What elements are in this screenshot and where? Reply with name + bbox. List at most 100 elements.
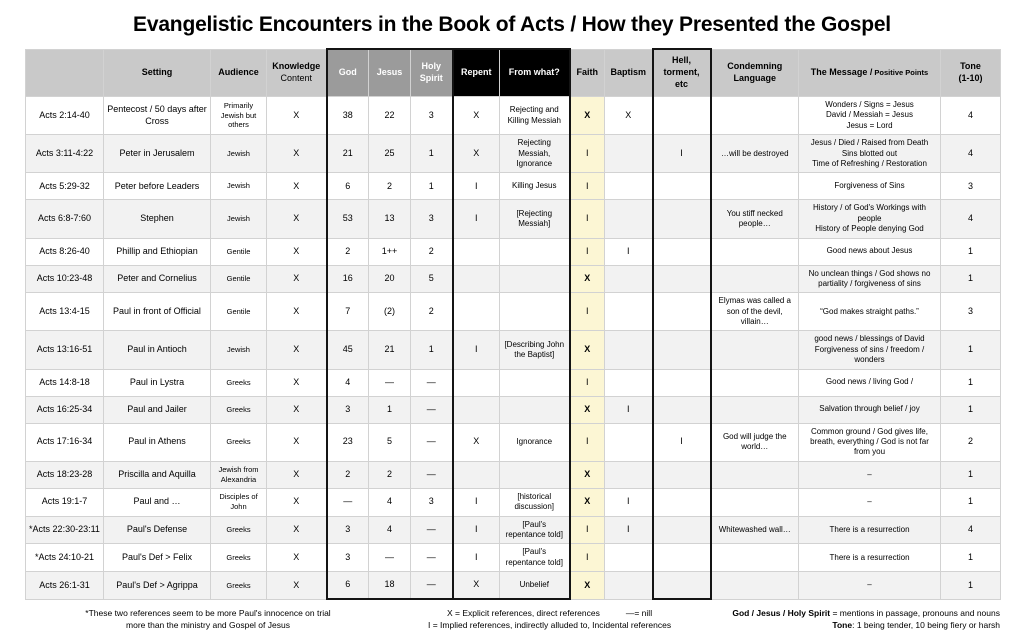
cell-jesus: 18 bbox=[368, 571, 411, 601]
cell-ref: Acts 26:1-31 bbox=[25, 571, 104, 600]
cell-audience: Jewish from Alexandria bbox=[210, 460, 267, 489]
cell-setting: Peter in Jerusalem bbox=[103, 134, 211, 174]
cell-message: “God makes straight paths.” bbox=[798, 292, 941, 332]
footnote-counts-line1: God / Jesus / Holy Spirit = mentions in … bbox=[732, 608, 1000, 619]
table-row: Acts 3:11-4:22 Peter in Jerusalem Jewish X 2… bbox=[25, 134, 1001, 174]
cell-knowledge: X bbox=[266, 543, 327, 573]
cell-from_what: Ignorance bbox=[499, 422, 571, 462]
cell-hell bbox=[651, 368, 712, 397]
cell-hell bbox=[651, 330, 712, 370]
cell-from_what: Unbelief bbox=[499, 571, 571, 601]
cell-setting: Paul in Lystra bbox=[103, 368, 211, 397]
cell-ref: Acts 10:23-48 bbox=[25, 264, 104, 294]
cell-setting: Paul in Antioch bbox=[103, 330, 211, 370]
cell-hell: I bbox=[651, 422, 712, 462]
cell-audience: Disciples of John bbox=[210, 487, 267, 517]
cell-god: 16 bbox=[325, 264, 369, 294]
cell-baptism bbox=[604, 543, 653, 573]
cell-holy_spirit: 2 bbox=[410, 292, 454, 332]
cell-setting: Stephen bbox=[103, 199, 211, 239]
cell-ref: Acts 5:29-32 bbox=[25, 172, 104, 201]
cell-setting: Pentecost / 50 days after Cross bbox=[103, 95, 211, 136]
cell-god: 4 bbox=[325, 368, 369, 397]
cell-audience: Gentile bbox=[210, 237, 267, 266]
table-row: Acts 5:29-32 Peter before Leaders Jewish X 6… bbox=[25, 172, 1001, 201]
table-row: Acts 6:8-7:60 Stephen Jewish X 53 13 3 I [Reject… bbox=[25, 199, 1001, 239]
header-message: The Message / Positive Points bbox=[798, 48, 941, 97]
cell-hell bbox=[651, 571, 712, 601]
cell-jesus: 1 bbox=[368, 395, 411, 424]
cell-faith: I bbox=[569, 199, 605, 239]
cell-audience: Greeks bbox=[210, 543, 267, 573]
cell-message: Jesus / Died / Raised from Death Sins blo… bbox=[798, 134, 941, 174]
cell-from_what bbox=[499, 237, 571, 266]
cell-baptism bbox=[604, 172, 653, 201]
cell-message: No unclean things / God shows no partial… bbox=[798, 264, 941, 294]
cell-god: 7 bbox=[325, 292, 369, 332]
cell-holy_spirit: — bbox=[410, 571, 454, 601]
cell-jesus: 1++ bbox=[368, 237, 411, 266]
header-row: Setting Audience Knowledge Content God Je… bbox=[25, 48, 1001, 97]
cell-hell bbox=[651, 515, 712, 545]
cell-setting: Paul and … bbox=[103, 487, 211, 517]
cell-hell bbox=[651, 460, 712, 489]
cell-knowledge: X bbox=[266, 395, 327, 424]
cell-faith: X bbox=[569, 330, 605, 370]
header-tone: Tone (1-10) bbox=[940, 48, 1001, 97]
cell-god: — bbox=[325, 487, 369, 517]
cell-message: There is a resurrection bbox=[798, 515, 941, 545]
cell-jesus: (2) bbox=[368, 292, 411, 332]
cell-jesus: 25 bbox=[368, 134, 411, 174]
cell-baptism bbox=[604, 264, 653, 294]
cell-baptism: I bbox=[604, 487, 653, 517]
cell-setting: Phillip and Ethiopian bbox=[103, 237, 211, 266]
cell-baptism bbox=[604, 292, 653, 332]
cell-repent bbox=[451, 264, 500, 294]
cell-knowledge: X bbox=[266, 330, 327, 370]
cell-god: 53 bbox=[325, 199, 369, 239]
cell-faith: X bbox=[569, 460, 605, 489]
cell-faith: I bbox=[569, 543, 605, 573]
cell-faith: I bbox=[569, 422, 605, 462]
cell-baptism bbox=[604, 460, 653, 489]
table-row: *Acts 22:30-23:11 Paul's Defense Greeks X 3 4… bbox=[25, 515, 1001, 545]
cell-tone: 1 bbox=[940, 330, 1001, 370]
cell-tone: 1 bbox=[940, 264, 1001, 294]
header-condemning-language: Condemning Language bbox=[710, 48, 799, 97]
cell-baptism bbox=[604, 368, 653, 397]
cell-god: 6 bbox=[325, 571, 369, 601]
cell-knowledge: X bbox=[266, 95, 327, 136]
cell-faith: I bbox=[569, 515, 605, 545]
cell-repent: I bbox=[451, 199, 500, 239]
cell-message: Good news / living God / bbox=[798, 368, 941, 397]
cell-ref: Acts 2:14-40 bbox=[25, 95, 104, 136]
cell-god: 3 bbox=[325, 543, 369, 573]
cell-baptism: X bbox=[604, 95, 653, 136]
cell-god: 2 bbox=[325, 237, 369, 266]
cell-god: 6 bbox=[325, 172, 369, 201]
header-hell-torment: Hell, torment, etc bbox=[651, 48, 712, 97]
cell-repent bbox=[451, 237, 500, 266]
table-row: Acts 14:8-18 Paul in Lystra Greeks X 4— — I Goo… bbox=[25, 368, 1001, 397]
cell-condemning: …will be destroyed bbox=[710, 134, 799, 174]
cell-baptism bbox=[604, 199, 653, 239]
cell-knowledge: X bbox=[266, 460, 327, 489]
cell-message: Common ground / God gives life, breath, … bbox=[798, 422, 941, 462]
footnote-asterisk-line2: more than the ministry and Gospel of Jes… bbox=[126, 620, 290, 631]
cell-tone: 1 bbox=[940, 237, 1001, 266]
cell-hell: I bbox=[651, 134, 712, 174]
cell-knowledge: X bbox=[266, 571, 327, 600]
cell-holy_spirit: 1 bbox=[410, 134, 454, 174]
cell-audience: Jewish bbox=[210, 172, 267, 201]
cell-repent: X bbox=[451, 571, 500, 601]
cell-hell bbox=[651, 395, 712, 424]
cell-tone: 4 bbox=[940, 515, 1001, 545]
table-row: Acts 16:25-34 Paul and Jailer Greeks X 3 1— X I… bbox=[25, 395, 1001, 424]
header-knowledge-content: Knowledge Content bbox=[266, 48, 327, 97]
cell-jesus: 4 bbox=[368, 487, 411, 517]
cell-faith: I bbox=[569, 292, 605, 332]
cell-condemning: You stiff necked people… bbox=[710, 199, 799, 239]
cell-audience: Greeks bbox=[210, 422, 267, 462]
cell-from_what: Rejecting and Killing Messiah bbox=[499, 95, 571, 136]
